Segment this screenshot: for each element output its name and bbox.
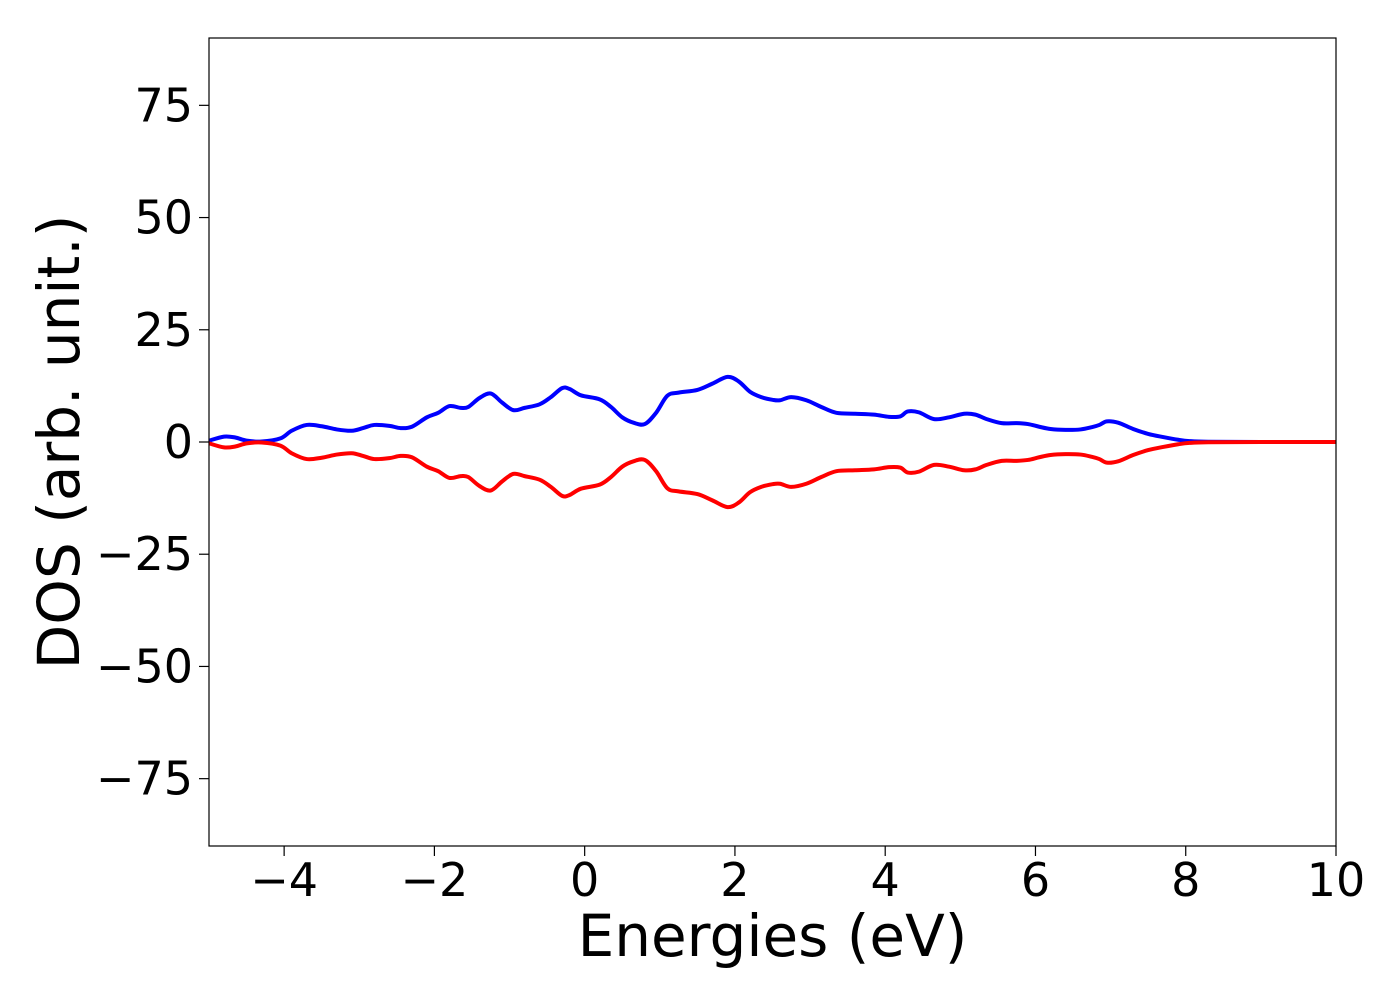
x-tick-label: 6 xyxy=(1021,853,1050,907)
y-tick-label: −50 xyxy=(96,639,193,693)
plot-area-frame xyxy=(208,37,1337,847)
y-tick-label: −75 xyxy=(96,752,193,806)
x-tick-label: 2 xyxy=(720,853,749,907)
series-layer xyxy=(209,374,1336,510)
x-tick-label: 0 xyxy=(570,853,599,907)
x-tick-label: 10 xyxy=(1307,853,1366,907)
x-tick-label: 4 xyxy=(871,853,900,907)
y-tick-label: 25 xyxy=(134,303,193,357)
x-tick-label: −4 xyxy=(250,853,318,907)
y-axis-label: DOS (arb. unit.) xyxy=(25,215,93,670)
ticks-layer: −4 −2 0 2 4 6 8 10 75 50 25 0 −25 −50 −75 xyxy=(96,78,1365,907)
dos-series-line-red xyxy=(209,439,1336,510)
y-tick-label: −25 xyxy=(96,527,193,581)
x-tick-label: 8 xyxy=(1171,853,1200,907)
y-tick-label: 0 xyxy=(164,415,193,469)
dos-series-line-blue xyxy=(209,374,1336,445)
x-tick-label: −2 xyxy=(400,853,468,907)
y-tick-label: 50 xyxy=(134,191,193,245)
y-tick-label: 75 xyxy=(134,78,193,132)
x-axis-label: Energies (eV) xyxy=(578,902,968,970)
